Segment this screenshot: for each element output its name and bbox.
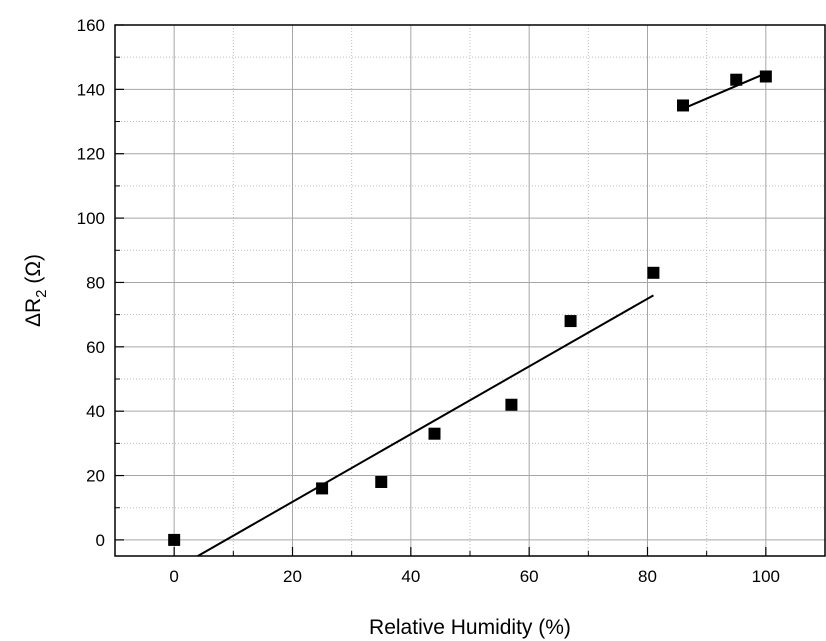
x-tick-label: 0: [169, 567, 178, 586]
y-tick-label: 0: [96, 531, 105, 550]
data-point: [428, 427, 441, 440]
data-point: [564, 315, 577, 328]
plot-frame: [114, 24, 826, 557]
data-point: [375, 475, 388, 488]
y-axis-title: ΔR2 (Ω): [22, 254, 50, 327]
y-tick-label: 40: [86, 402, 105, 421]
data-points: [168, 70, 772, 546]
data-point: [730, 73, 743, 86]
y-tick-label: 80: [86, 273, 105, 292]
data-point: [647, 266, 660, 279]
axis-ticks: 0 20 40 60 80 100 0 20 40 60 80 100 120 140 160: [77, 16, 826, 586]
x-tick-label: 80: [638, 567, 657, 586]
x-tick-label: 100: [752, 567, 780, 586]
data-point: [168, 533, 181, 546]
y-axis-title-subscript: 2: [33, 289, 50, 297]
x-tick-label: 20: [283, 567, 302, 586]
y-axis-title-prefix: ΔR: [22, 298, 45, 327]
fit-line: [682, 72, 767, 110]
fit-line: [197, 294, 654, 557]
data-point: [759, 70, 772, 83]
y-tick-label: 60: [86, 338, 105, 357]
y-axis-title-suffix: (Ω): [22, 254, 45, 290]
y-tick-label: 20: [86, 467, 105, 486]
y-tick-label: 140: [77, 80, 105, 99]
y-tick-label: 100: [77, 209, 105, 228]
x-tick-label: 40: [401, 567, 420, 586]
fit-lines: [197, 72, 767, 557]
data-point: [505, 398, 518, 411]
y-tick-label: 160: [77, 16, 105, 35]
data-point: [316, 482, 329, 495]
x-tick-label: 60: [520, 567, 539, 586]
data-point: [677, 99, 689, 112]
y-tick-label: 120: [77, 145, 105, 164]
grid: [114, 24, 826, 556]
x-axis-title: Relative Humidity (%): [369, 616, 571, 639]
